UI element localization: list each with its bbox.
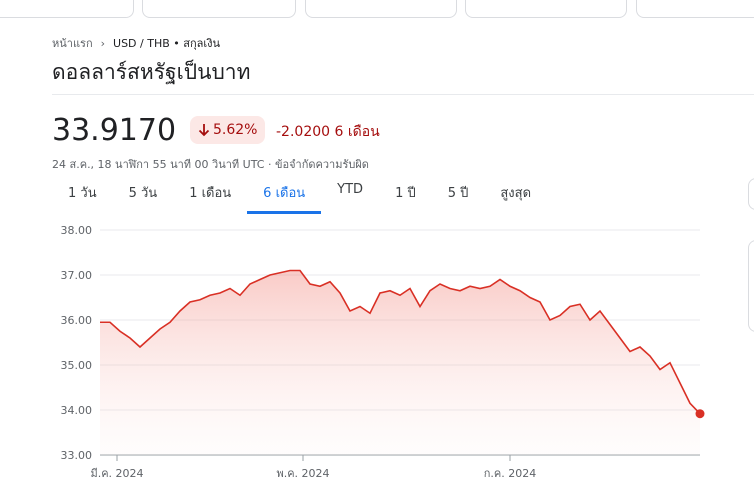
range-tab[interactable]: 6 เดือน — [247, 182, 322, 214]
y-tick-label: 37.00 — [61, 269, 93, 282]
divider — [52, 94, 754, 95]
breadcrumb: หน้าแรก › USD / THB • สกุลเงิน — [52, 34, 220, 52]
crumb-current: USD / THB • สกุลเงิน — [113, 37, 221, 50]
down-arrow — [198, 124, 210, 137]
y-tick-label: 34.00 — [61, 404, 93, 417]
price-line — [100, 269, 701, 415]
y-tick-label: 35.00 — [61, 359, 93, 372]
search-chip[interactable] — [636, 0, 754, 18]
change-percent: 5.62% — [213, 122, 258, 138]
change-badge: 5.62% — [190, 116, 266, 144]
range-tab[interactable]: 5 ปี — [447, 186, 469, 201]
page-title: ดอลลาร์สหรัฐเป็นบาท — [52, 60, 251, 84]
x-tick-label: พ.ค. 2024 — [276, 467, 329, 480]
range-tab[interactable]: สูงสุด — [500, 186, 532, 201]
last-point — [695, 409, 705, 419]
search-chip[interactable] — [465, 0, 627, 18]
range-tab[interactable]: YTD — [337, 182, 364, 197]
y-tick-label: 38.00 — [61, 224, 93, 237]
range-tab[interactable]: 1 เดือน — [189, 186, 232, 201]
search-chip[interactable] — [305, 0, 457, 18]
side-panel[interactable] — [748, 178, 754, 210]
crumb-sep: › — [100, 36, 106, 50]
x-tick-label: ก.ค. 2024 — [484, 467, 537, 480]
timestamp: 24 ส.ค., 18 นาฬิกา 55 นาที 00 วินาที UTC… — [52, 158, 369, 171]
chart: 33.00 34.00 35.00 36.00 37.00 38.00 มี.ค. 2024… — [61, 224, 705, 480]
area — [100, 270, 700, 455]
range-tab[interactable]: 5 วัน — [128, 186, 158, 201]
y-tick-label: 36.00 — [61, 314, 93, 327]
search-chip[interactable] — [0, 0, 134, 18]
crumb-home[interactable]: หน้าแรก — [52, 37, 93, 50]
change-value: -2.0200 6 เดือน — [276, 124, 380, 140]
price: 33.9170 — [52, 113, 177, 148]
x-tick-label: มี.ค. 2024 — [90, 467, 143, 480]
range-tab[interactable]: 1 ปี — [395, 186, 416, 201]
range-tabs: 1 วัน 5 วัน 1 เดือน 6 เดือน YTD 1 ปี 5 ปี สูงสุ… — [52, 182, 547, 214]
range-tab[interactable]: 1 วัน — [68, 186, 97, 201]
y-tick-label: 33.00 — [61, 449, 93, 462]
search-chip[interactable] — [142, 0, 296, 18]
